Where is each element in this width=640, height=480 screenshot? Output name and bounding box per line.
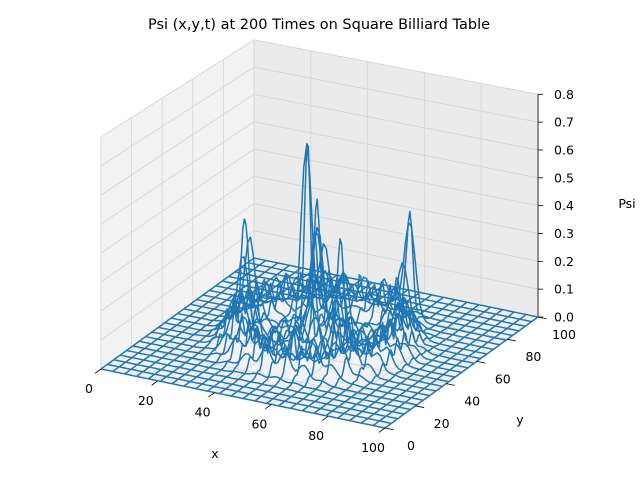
x-axis-label: x: [211, 446, 218, 461]
z-gridline: [100, 121, 539, 225]
z-tick-label: 0.3: [554, 226, 574, 241]
wire-line-y: [241, 266, 526, 327]
z-axis-label: Psi: [618, 196, 635, 211]
wireframe-surface: [100, 143, 539, 429]
wire-line-x: [349, 309, 503, 422]
x-tick-label: 40: [195, 405, 211, 420]
x-tick: [265, 404, 272, 410]
x-tick-label: 60: [251, 416, 267, 431]
y-tick: [384, 427, 394, 431]
z-tick-label: 0.5: [554, 170, 574, 185]
z-tick-label: 0.4: [554, 198, 574, 213]
z-tick-label: 0.0: [554, 310, 574, 325]
z-gridline: [100, 39, 539, 138]
x-tick: [151, 380, 159, 386]
wire-line-y: [247, 261, 532, 323]
z-gridline: [100, 66, 539, 167]
z-tick-label: 0.6: [554, 143, 574, 158]
y-tick: [476, 361, 486, 364]
y-axis-label: y: [516, 412, 524, 427]
wire-line-x: [384, 316, 539, 429]
y-tick-label: 100: [552, 327, 576, 342]
y-tick-label: 20: [434, 416, 450, 431]
tick-marks: [94, 93, 547, 433]
y-tick-label: 60: [495, 371, 511, 386]
y-tick-label: 80: [525, 349, 541, 364]
z-gridline: [100, 203, 539, 312]
wire-line-y: [253, 257, 539, 318]
wire-line-x: [372, 313, 527, 427]
y-tick-label: 0: [407, 438, 415, 453]
z-gridline: [100, 175, 539, 283]
x-tick: [378, 427, 386, 433]
y-tick-label: 40: [464, 394, 480, 409]
z-gridline: [100, 230, 539, 341]
y-tick: [446, 383, 455, 386]
x-tick-label: 0: [85, 381, 93, 396]
y-tick: [507, 338, 517, 342]
z-tick-label: 0.8: [554, 87, 574, 102]
x-tick-label: 100: [361, 440, 385, 455]
x-tick: [94, 368, 102, 374]
chart-title: Psi (x,y,t) at 200 Times on Square Billi…: [148, 17, 490, 33]
z-gridline: [100, 148, 539, 254]
z-tick-label: 0.2: [554, 254, 574, 269]
z-gridline: [100, 93, 539, 196]
wire-line-y: [234, 271, 520, 332]
z-tick-label: 0.7: [554, 115, 574, 130]
tick-labels: 0 20 40 60 80 100 0 20 40 60 80 100 0.0 0.1 0.2 0.3 0.4 0…: [85, 87, 576, 455]
x-tick: [321, 415, 329, 421]
wire-line-y: [228, 275, 513, 337]
x-tick: [208, 392, 215, 398]
x-tick-label: 80: [308, 428, 324, 443]
y-tick: [415, 405, 425, 408]
x-tick-label: 20: [138, 393, 154, 408]
z-tick-label: 0.1: [554, 282, 574, 297]
wire-line-x: [360, 311, 515, 424]
